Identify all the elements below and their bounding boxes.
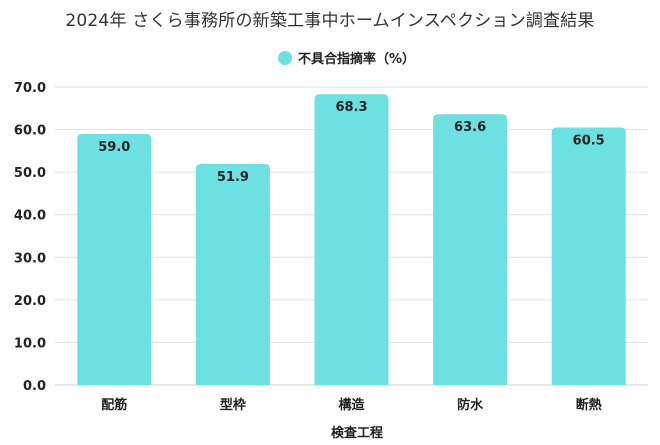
chart-title: 2024年 さくら事務所の新築工事中ホームインスペクション調査結果 <box>65 11 595 31</box>
value-label: 68.3 <box>335 100 367 115</box>
x-category-label: 構造 <box>338 397 365 413</box>
legend-marker <box>278 51 292 65</box>
y-tick-label: 50.0 <box>14 166 46 181</box>
x-category-label: 断熱 <box>576 397 602 413</box>
y-tick-label: 20.0 <box>14 294 46 309</box>
y-tick-label: 0.0 <box>23 379 46 394</box>
legend-label: 不具合指摘率（%） <box>298 51 415 67</box>
value-label: 51.9 <box>217 170 249 185</box>
bar-5 <box>551 127 626 385</box>
bar-4 <box>433 114 508 385</box>
y-tick-label: 10.0 <box>14 336 46 351</box>
value-label: 63.6 <box>454 120 486 135</box>
y-tick-label: 60.0 <box>14 124 46 139</box>
bar-1 <box>77 133 152 385</box>
x-category-label: 配筋 <box>101 397 127 413</box>
x-axis-title: 検査工程 <box>331 425 383 441</box>
x-category-label: 防水 <box>457 397 484 413</box>
value-label: 59.0 <box>98 140 130 155</box>
bar-2 <box>195 164 270 385</box>
x-category-label: 型枠 <box>220 397 246 413</box>
value-label: 60.5 <box>573 133 605 148</box>
y-tick-label: 70.0 <box>14 81 46 96</box>
y-tick-label: 40.0 <box>14 209 46 224</box>
bar-3 <box>314 94 389 385</box>
y-tick-label: 30.0 <box>14 251 46 266</box>
